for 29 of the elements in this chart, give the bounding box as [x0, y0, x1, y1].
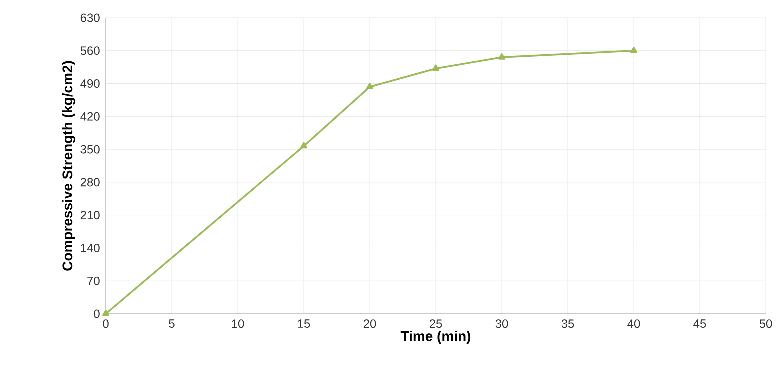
y-axis-title: Compressive Strength (kg/cm2)	[62, 61, 76, 271]
y-tick-label: 560	[80, 46, 100, 56]
y-tick-label: 210	[80, 211, 100, 220]
x-tick-label: 10	[232, 320, 244, 328]
point	[366, 83, 374, 90]
x-tick-label: 15	[298, 320, 310, 328]
x-axis-title: Time (min)	[400, 331, 471, 344]
y-tick-label: 140	[81, 244, 100, 252]
y-tick-label: 490	[80, 80, 100, 88]
x-tick-label: 30	[496, 320, 508, 328]
point	[102, 310, 110, 316]
point	[498, 54, 506, 60]
point	[300, 142, 308, 149]
y-tick-label: 630	[80, 14, 100, 22]
point	[432, 64, 440, 72]
y-tick-label: 280	[80, 178, 100, 187]
y-tick-label: 420	[80, 112, 100, 121]
x-tick-label: 0	[103, 320, 109, 328]
x-tick-label: 45	[694, 320, 706, 328]
y-tick-label: 350	[80, 145, 100, 154]
y-tick-label: 70	[88, 276, 100, 286]
x-tick-label: 25	[430, 320, 442, 328]
x-tick-label: 50	[760, 320, 772, 328]
x-tick-label: 40	[628, 320, 640, 328]
x-tick-label: 20	[364, 320, 376, 328]
point	[630, 46, 638, 54]
x-tick-label: 5	[169, 320, 175, 328]
y-tick-label: 0	[94, 310, 100, 318]
x-tick-label: 35	[562, 320, 574, 328]
